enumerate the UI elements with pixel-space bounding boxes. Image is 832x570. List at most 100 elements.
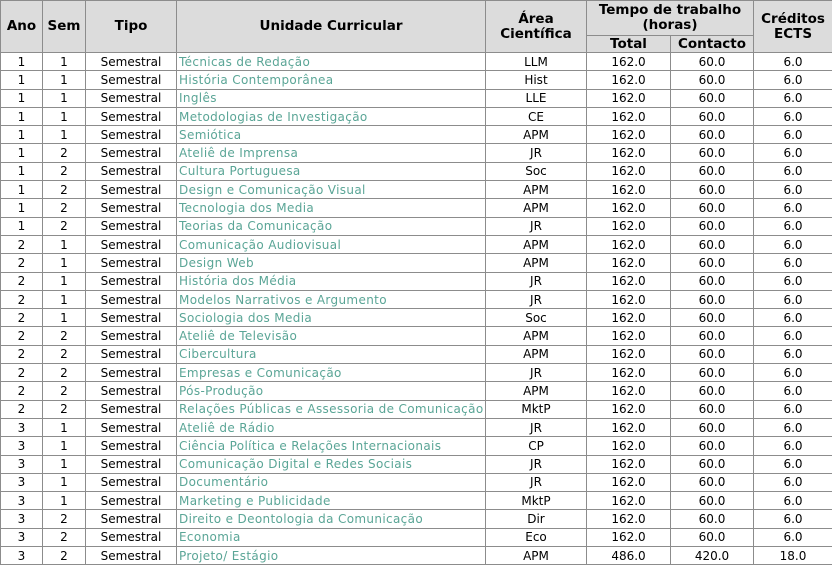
cell-tipo: Semestral [85,70,177,90]
cell-total: 162.0 [586,216,671,236]
cell-ano: 1 [0,216,43,236]
cell-unidade-curricular: Direito e Deontologia da Comunicação [176,509,486,529]
course-link[interactable]: Design Web [179,255,254,270]
cell-sem: 1 [42,70,86,90]
course-link[interactable]: História dos Média [179,274,297,289]
course-link[interactable]: Design e Comunicação Visual [179,182,366,197]
cell-unidade-curricular: Ateliê de Imprensa [176,143,486,163]
header-sem: Sem [42,0,86,53]
course-link[interactable]: Comunicação Audiovisual [179,237,342,252]
cell-ano: 1 [0,70,43,90]
cell-total: 162.0 [586,125,671,145]
course-link[interactable]: Sociologia dos Media [179,310,313,325]
cell-sem: 2 [42,326,86,346]
cell-tipo: Semestral [85,344,177,365]
cell-ects: 6.0 [753,399,832,419]
table-row: 2 2 Semestral Relações Públicas e Assessori… [0,399,832,419]
table-row: 3 1 Semestral Documentário JR 162.0 60.0 6.0 [0,472,832,493]
course-link[interactable]: Semiótica [179,127,242,142]
cell-contacto: 60.0 [669,454,755,474]
course-link[interactable]: Metodologias de Investigação [179,109,368,124]
cell-ects: 6.0 [753,271,832,291]
cell-unidade-curricular: Marketing e Publicidade [176,491,486,511]
cell-tipo: Semestral [85,491,177,511]
cell-ano: 2 [0,289,43,310]
cell-sem: 1 [42,51,86,72]
cell-ano: 1 [0,161,43,182]
course-link[interactable]: Teorias da Comunicação [179,219,333,234]
course-link[interactable]: Relações Públicas e Assessoria de Comuni… [179,402,484,417]
cell-area: JR [485,143,587,163]
cell-unidade-curricular: Comunicação Digital e Redes Sociais [176,454,486,474]
cell-contacto: 60.0 [669,308,755,328]
cell-tipo: Semestral [85,308,177,328]
course-link[interactable]: Cibercultura [179,347,257,362]
cell-ano: 1 [0,180,43,200]
cell-total: 162.0 [586,88,671,108]
course-link[interactable]: Modelos Narrativos e Argumento [179,292,387,307]
course-link[interactable]: Ateliê de Televisão [179,329,298,344]
course-link[interactable]: Técnicas de Redação [179,54,311,69]
cell-ects: 6.0 [753,70,832,90]
course-link[interactable]: Ciência Política e Relações Internaciona… [179,438,442,453]
cell-total: 162.0 [586,180,671,200]
cell-unidade-curricular: Relações Públicas e Assessoria de Comuni… [176,399,486,419]
course-link[interactable]: Economia [179,530,241,545]
header-total: Total [586,35,671,53]
cell-sem: 2 [42,527,86,548]
cell-ano: 1 [0,88,43,108]
cell-total: 162.0 [586,527,671,548]
course-link[interactable]: Comunicação Digital e Redes Sociais [179,457,413,472]
cell-ano: 1 [0,106,43,127]
table-row: 3 2 Semestral Projeto/ Estágio APM 486.0 420.0… [0,546,832,566]
cell-contacto: 60.0 [669,289,755,310]
cell-area: Hist [485,70,587,90]
cell-unidade-curricular: Metodologias de Investigação [176,106,486,127]
course-link[interactable]: Pós-Produção [179,383,264,398]
cell-tipo: Semestral [85,289,177,310]
course-link[interactable]: Tecnologia dos Media [179,201,315,216]
cell-ano: 3 [0,527,43,548]
cell-area: JR [485,271,587,291]
cell-tipo: Semestral [85,253,177,273]
cell-tipo: Semestral [85,527,177,548]
table-row: 2 2 Semestral Ateliê de Televisão APM 162.0 60… [0,326,832,346]
cell-sem: 1 [42,436,86,456]
course-link[interactable]: História Contemporânea [179,72,334,87]
cell-contacto: 60.0 [669,509,755,529]
course-link[interactable]: Projeto/ Estágio [179,548,279,563]
cell-area: MktP [485,491,587,511]
cell-unidade-curricular: Ateliê de Televisão [176,326,486,346]
course-link[interactable]: Empresas e Comunicação [179,365,342,380]
course-link[interactable]: Ateliê de Imprensa [179,146,299,161]
cell-ects: 6.0 [753,454,832,474]
cell-total: 486.0 [586,546,671,566]
cell-sem: 2 [42,161,86,182]
cell-ano: 2 [0,271,43,291]
course-link[interactable]: Ateliê de Rádio [179,420,275,435]
course-link[interactable]: Direito e Deontologia da Comunicação [179,512,424,527]
cell-unidade-curricular: Cultura Portuguesa [176,161,486,182]
cell-total: 162.0 [586,234,671,255]
cell-area: APM [485,546,587,566]
cell-tipo: Semestral [85,51,177,72]
course-link[interactable]: Documentário [179,475,269,490]
cell-ects: 6.0 [753,381,832,401]
course-link[interactable]: Inglês [179,91,217,106]
cell-sem: 1 [42,308,86,328]
cell-area: JR [485,472,587,493]
cell-area: JR [485,454,587,474]
cell-area: JR [485,216,587,236]
cell-area: Soc [485,161,587,182]
cell-area: APM [485,198,587,218]
cell-ano: 2 [0,234,43,255]
cell-ects: 6.0 [753,180,832,200]
course-link[interactable]: Cultura Portuguesa [179,164,301,179]
cell-area: JR [485,363,587,383]
table-row: 1 1 Semestral Inglês LLE 162.0 60.0 6.0 [0,88,832,108]
cell-contacto: 60.0 [669,216,755,236]
course-link[interactable]: Marketing e Publicidade [179,493,331,508]
cell-total: 162.0 [586,106,671,127]
cell-contacto: 60.0 [669,70,755,90]
cell-ano: 2 [0,399,43,419]
